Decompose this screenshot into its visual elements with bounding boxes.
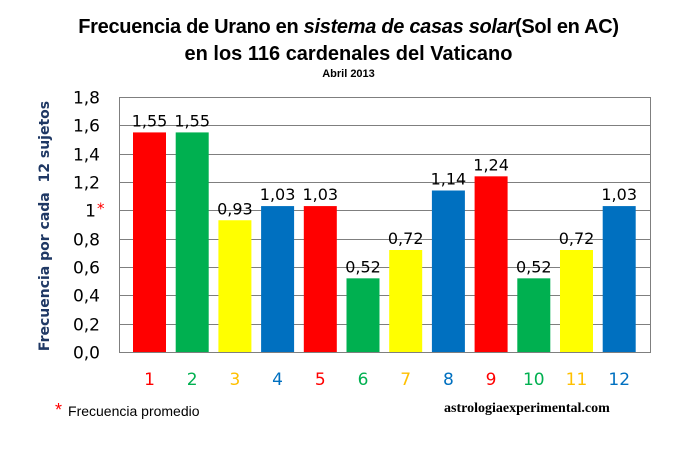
data-label: 1,03	[302, 185, 338, 204]
data-label: 0,52	[345, 257, 381, 276]
x-tick-label: 9	[486, 370, 497, 390]
x-tick-label: 12	[608, 370, 630, 390]
bar	[218, 220, 252, 352]
bar	[474, 176, 508, 352]
y-tick-label: 1,6	[73, 117, 100, 137]
y-tick-label: 1,8	[73, 89, 100, 109]
x-tick-label: 8	[443, 370, 454, 390]
data-label: 0,52	[516, 257, 552, 276]
bar	[389, 250, 423, 352]
bar	[133, 132, 166, 352]
y-tick-label: 1	[85, 202, 96, 222]
x-tick-label: 1	[144, 370, 155, 390]
x-tick-label: 6	[358, 370, 369, 390]
data-label: 0,72	[388, 229, 424, 248]
y-tick-label: 0,0	[73, 344, 100, 364]
data-label: 1,14	[431, 170, 467, 189]
plot-border	[119, 97, 651, 353]
footnote-marker: *	[55, 400, 63, 420]
x-tick-label: 3	[229, 370, 240, 390]
data-label: 0,72	[559, 229, 595, 248]
y-tick-label: 0,4	[73, 287, 100, 307]
data-label: 1,03	[260, 185, 296, 204]
bar	[431, 190, 465, 352]
y-tick-label: 1,4	[73, 146, 100, 166]
x-tick-label: 11	[566, 370, 588, 390]
bar	[560, 250, 593, 352]
y-tick-label: 0,8	[73, 231, 100, 251]
bar	[303, 206, 337, 352]
data-label: 1,24	[473, 155, 509, 174]
title-part1: Frecuencia de Urano en	[78, 16, 304, 38]
data-label: 0,93	[217, 199, 253, 218]
y-axis-label: Frecuencia por cada 12 sujetos	[37, 101, 53, 351]
title-italic: sistema de casas solar	[303, 16, 516, 38]
chart-title-line1: Frecuencia de Urano en sistema de casas …	[0, 16, 697, 39]
data-label: 1,55	[132, 111, 168, 130]
bar	[346, 278, 380, 352]
bar	[602, 206, 636, 352]
x-tick-label: 4	[272, 370, 283, 390]
data-label: 1,55	[174, 111, 210, 130]
data-label: 1,03	[601, 185, 637, 204]
y-tick-marker: *	[97, 200, 105, 218]
y-tick-label: 0,2	[73, 316, 100, 336]
title-part2: (Sol en AC)	[515, 16, 619, 38]
footnote-text: Frecuencia promedio	[68, 403, 200, 419]
bar	[517, 278, 551, 352]
x-tick-label: 2	[187, 370, 198, 390]
y-tick-label: 0,6	[73, 259, 100, 279]
x-tick-label: 10	[523, 370, 545, 390]
x-tick-label: 7	[400, 370, 411, 390]
x-tick-label: 5	[315, 370, 326, 390]
chart-subtitle: Abril 2013	[322, 68, 375, 80]
footnote: * Frecuencia promedio	[55, 400, 200, 421]
bar	[175, 132, 209, 352]
bar	[261, 206, 295, 352]
chart-title-line2: en los 116 cardenales del Vaticano	[184, 43, 513, 65]
website-credit: astrologiaexperimental.com	[444, 401, 610, 416]
y-tick-label: 1,2	[73, 174, 100, 194]
